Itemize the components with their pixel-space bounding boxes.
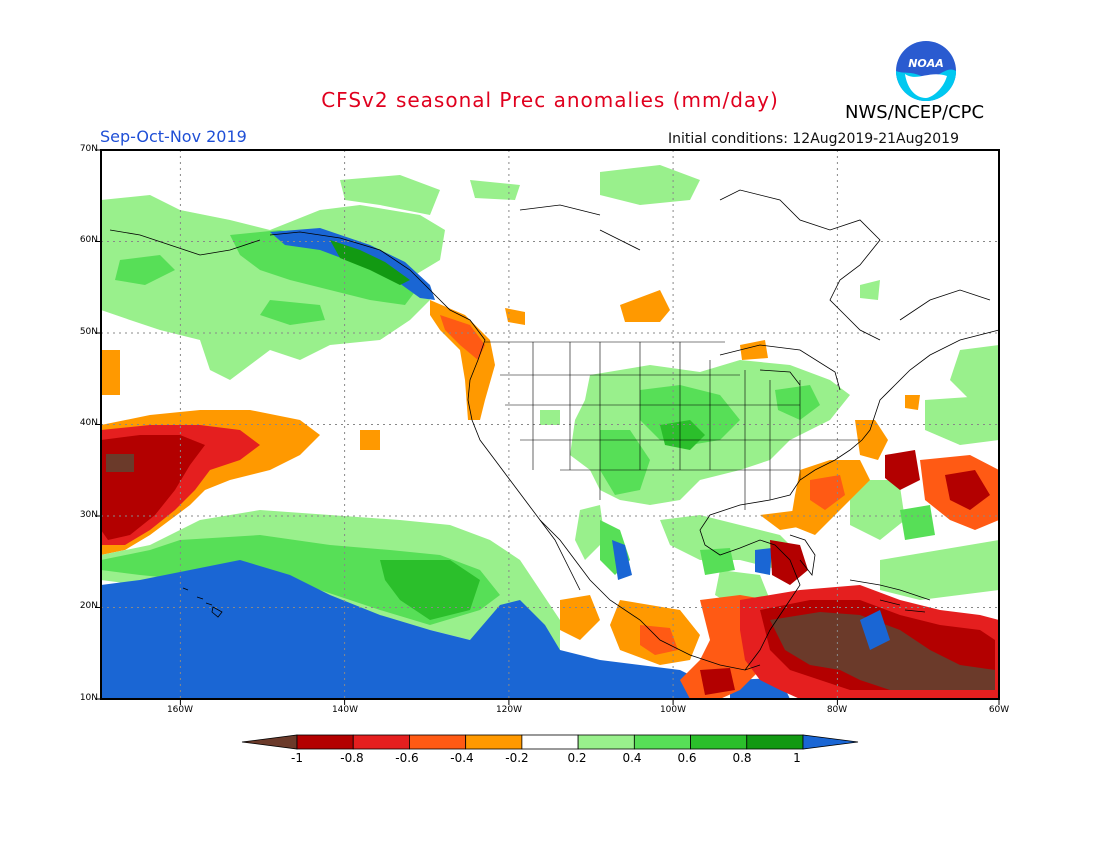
noaa-logo: NOAA (896, 41, 956, 101)
lat-label-30n: 30N (79, 510, 98, 520)
season-label: Sep-Oct-Nov 2019 (100, 127, 247, 146)
colorbar-label: 1 (793, 751, 801, 765)
colorbar-swatch (577, 734, 635, 750)
colorbar-label: -0.6 (395, 751, 419, 765)
map-title: CFSv2 seasonal Prec anomalies (mm/day) (321, 88, 779, 112)
lon-label-140w: 140W (331, 705, 359, 715)
lon-label-120w: 120W (495, 705, 523, 715)
lat-label-40n: 40N (79, 418, 98, 428)
colorbar-label: 0.4 (622, 751, 642, 765)
colorbar-swatch (633, 734, 691, 750)
colorbar-label: 0.8 (732, 751, 752, 765)
initial-conditions-label: Initial conditions: 12Aug2019-21Aug2019 (668, 131, 959, 147)
lat-label-20n: 20N (79, 601, 98, 611)
colorbar-arrow-high (802, 734, 859, 750)
lon-label-100w: 100W (659, 705, 687, 715)
lat-label-50n: 50N (79, 327, 98, 337)
lat-label-60n: 60N (79, 235, 98, 245)
wet-anomaly-tropical-pacific (101, 560, 700, 699)
lon-label-60w: 60W (988, 705, 1010, 715)
colorbar-swatch (409, 734, 467, 750)
lat-label-10n: 10N (79, 693, 98, 703)
colorbar-swatch (352, 734, 410, 750)
colorbar-label: -0.2 (505, 751, 529, 765)
colorbar-swatch (746, 734, 804, 750)
wet-anomaly-alaska-coast (270, 228, 435, 300)
coastlines (109, 189, 1000, 671)
colorbar-label: 0.6 (677, 751, 697, 765)
colorbar-swatch (465, 734, 523, 750)
agency-label: NWS/NCEP/CPC (845, 102, 985, 123)
colorbar-swatch (521, 734, 579, 750)
colorbar-label: -0.8 (340, 751, 364, 765)
lon-label-80w: 80W (826, 705, 848, 715)
graticule (101, 150, 999, 699)
hawaii-islands (182, 587, 223, 618)
us-state-borders (485, 341, 860, 510)
lon-label-160w: 160W (166, 705, 194, 715)
colorbar-label: 0.2 (567, 751, 587, 765)
colorbar-swatch (296, 734, 354, 750)
colorbar-label: -0.4 (450, 751, 474, 765)
colorbar-swatch (690, 734, 748, 750)
lat-label-70n: 70N (79, 144, 98, 154)
noaa-logo-text: NOAA (908, 57, 944, 70)
colorbar-label: -1 (291, 751, 303, 765)
colorbar-arrow-low (241, 734, 298, 750)
